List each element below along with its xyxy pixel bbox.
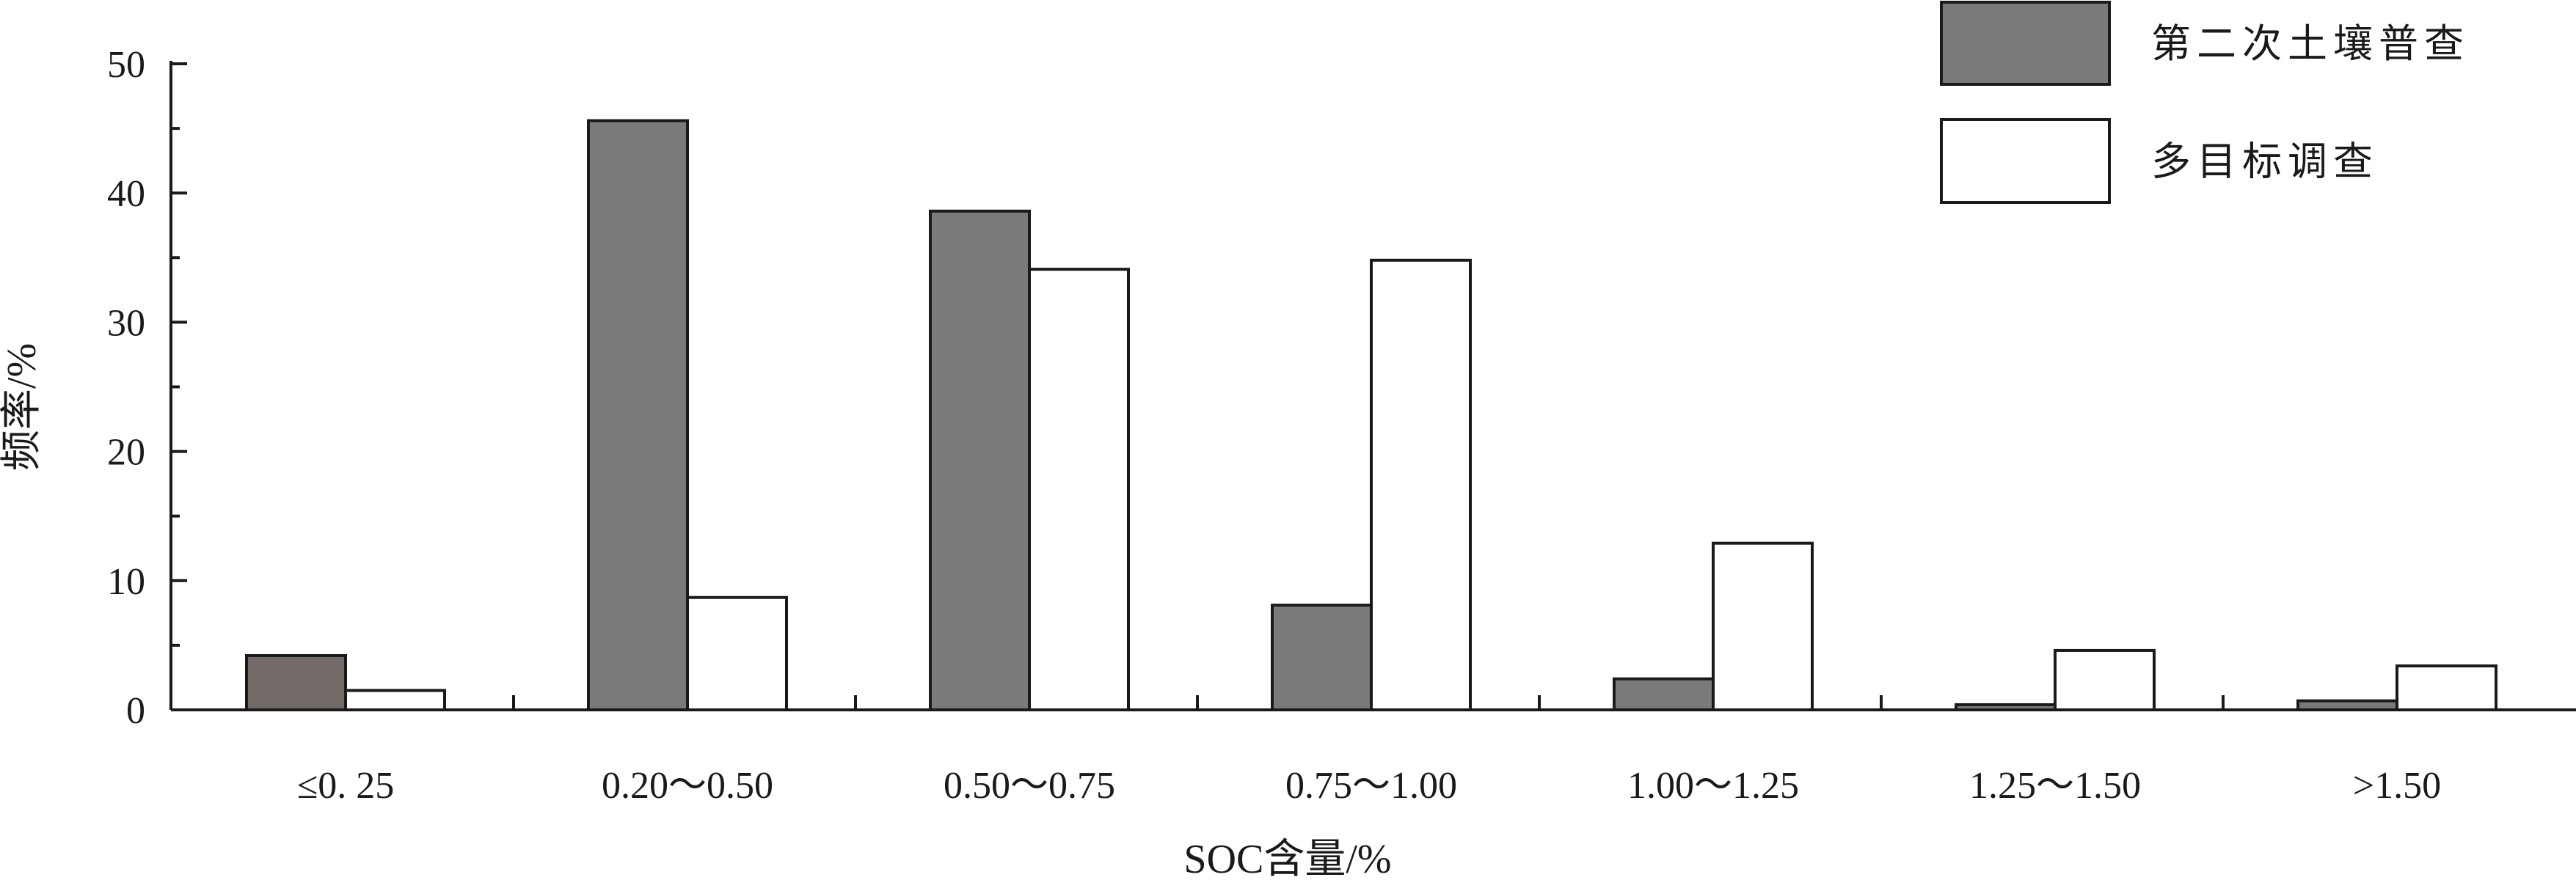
bar-series1-1: [587, 119, 689, 711]
bars-layer: [245, 119, 2497, 712]
legend-label-1: 第二次土壤普查: [2151, 21, 2470, 67]
x-tick-label: 0.20～0.50: [602, 765, 773, 807]
axes-layer: [169, 61, 2576, 711]
bar-series1-0: [245, 653, 347, 711]
legend-swatch-1: [1940, 1, 2111, 86]
y-axis-title: 频率/%: [0, 343, 45, 471]
legend-label-2: 多目标调查: [2151, 139, 2379, 185]
bar-series2-6: [2396, 664, 2497, 711]
bar-series2-1: [686, 595, 788, 711]
legend-swatch-2: [1940, 118, 2111, 204]
ticks-layer: ≤0. 25 0.20～0.50 0.50～0.75 0.75～1.00 1.00～1.…: [107, 44, 2441, 807]
bar-series2-5: [2054, 648, 2156, 711]
bar-series2-0: [344, 689, 446, 712]
bar-series2-4: [1712, 541, 1814, 712]
y-tick-label: 40: [107, 173, 145, 215]
y-tick-label: 20: [107, 432, 145, 474]
x-tick-label: 0.75～1.00: [1285, 765, 1457, 807]
x-axis-title: SOC含量/%: [1183, 837, 1391, 880]
bar-series1-2: [929, 209, 1031, 712]
y-tick-label: 0: [126, 690, 145, 732]
bar-series1-3: [1271, 604, 1373, 712]
bar-series2-2: [1028, 268, 1130, 711]
bar-series2-3: [1370, 258, 1472, 712]
y-tick-label: 30: [107, 302, 145, 344]
x-tick-label: >1.50: [2353, 765, 2441, 807]
y-tick-label: 10: [107, 561, 145, 603]
x-tick-label: 1.25～1.50: [1969, 765, 2141, 807]
x-tick-label: ≤0. 25: [297, 765, 395, 807]
y-tick-label: 50: [107, 44, 145, 86]
x-tick-label: 1.00～1.25: [1627, 765, 1799, 807]
bar-series1-4: [1613, 677, 1715, 711]
x-tick-label: 0.50～0.75: [944, 765, 1115, 807]
